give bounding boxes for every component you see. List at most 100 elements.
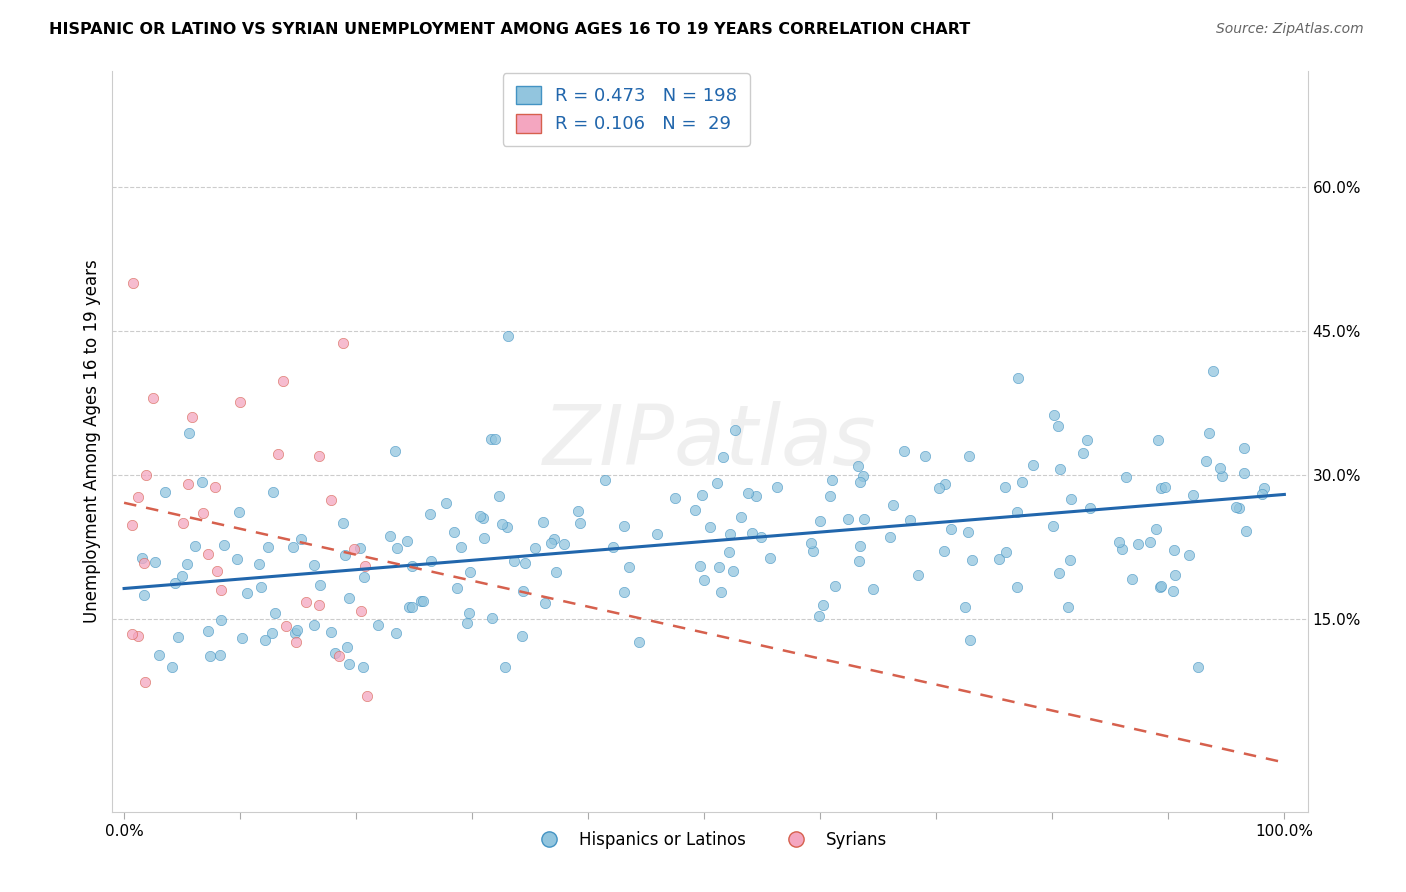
Point xyxy=(710,585,733,599)
Point xyxy=(1227,500,1250,515)
Point xyxy=(319,492,342,507)
Point xyxy=(907,568,929,582)
Point xyxy=(824,579,846,593)
Point xyxy=(419,507,441,521)
Point xyxy=(328,648,350,663)
Point xyxy=(846,458,869,473)
Point xyxy=(225,552,247,566)
Point xyxy=(1056,599,1078,614)
Point xyxy=(323,646,346,660)
Point xyxy=(543,533,565,547)
Point xyxy=(1233,466,1256,480)
Point xyxy=(962,553,984,567)
Point xyxy=(1202,364,1225,378)
Point xyxy=(1078,500,1101,515)
Point xyxy=(1144,522,1167,536)
Point xyxy=(512,583,534,598)
Point xyxy=(135,467,157,482)
Point xyxy=(183,539,205,553)
Point xyxy=(613,584,636,599)
Point xyxy=(472,531,495,545)
Point xyxy=(1108,534,1130,549)
Point xyxy=(398,599,420,614)
Point xyxy=(257,540,280,554)
Point xyxy=(142,391,165,405)
Point xyxy=(205,564,228,578)
Point xyxy=(1115,470,1137,484)
Point xyxy=(143,555,166,569)
Point xyxy=(1047,419,1070,434)
Point xyxy=(745,489,768,503)
Point xyxy=(332,516,354,530)
Point xyxy=(1042,519,1064,533)
Point xyxy=(602,541,624,555)
Point xyxy=(730,510,752,524)
Point xyxy=(337,657,360,671)
Point xyxy=(122,276,145,290)
Point xyxy=(308,449,330,463)
Point xyxy=(127,629,149,643)
Point xyxy=(172,516,194,530)
Point xyxy=(1121,572,1143,586)
Point xyxy=(706,476,728,491)
Point xyxy=(1233,441,1256,455)
Point xyxy=(689,558,711,573)
Point xyxy=(250,580,273,594)
Point xyxy=(1007,371,1029,385)
Point xyxy=(1198,426,1220,441)
Point xyxy=(209,613,232,627)
Point xyxy=(749,530,772,544)
Point xyxy=(808,609,831,624)
Text: ZIPatlas: ZIPatlas xyxy=(543,401,877,482)
Point xyxy=(593,473,616,487)
Point xyxy=(613,518,636,533)
Point xyxy=(295,595,318,609)
Point xyxy=(290,533,312,547)
Point xyxy=(153,485,176,500)
Point xyxy=(401,599,423,614)
Point xyxy=(540,536,562,550)
Point xyxy=(236,586,259,600)
Point xyxy=(1005,580,1028,594)
Point xyxy=(510,629,533,643)
Point xyxy=(553,537,575,551)
Point xyxy=(356,690,378,704)
Point xyxy=(172,568,194,582)
Point xyxy=(134,556,156,570)
Point xyxy=(709,560,731,574)
Point xyxy=(378,529,401,543)
Point xyxy=(319,624,342,639)
Point xyxy=(121,517,143,532)
Point xyxy=(309,578,332,592)
Point xyxy=(957,449,980,463)
Point xyxy=(337,591,360,605)
Point xyxy=(127,490,149,504)
Point xyxy=(197,547,219,561)
Legend: Hispanics or Latinos, Syrians: Hispanics or Latinos, Syrians xyxy=(526,824,894,855)
Point xyxy=(281,541,304,555)
Point xyxy=(228,505,250,519)
Point xyxy=(434,496,457,510)
Point xyxy=(166,630,188,644)
Point xyxy=(160,660,183,674)
Point xyxy=(699,519,721,533)
Point xyxy=(443,524,465,539)
Point xyxy=(1111,542,1133,557)
Point xyxy=(302,558,325,573)
Point xyxy=(134,674,156,689)
Point xyxy=(231,631,253,645)
Point xyxy=(879,530,901,544)
Point xyxy=(267,446,290,460)
Point xyxy=(385,541,408,556)
Point xyxy=(934,476,956,491)
Point xyxy=(385,626,408,640)
Point xyxy=(446,581,468,595)
Text: Source: ZipAtlas.com: Source: ZipAtlas.com xyxy=(1216,22,1364,37)
Point xyxy=(229,395,252,409)
Point xyxy=(472,510,495,524)
Point xyxy=(496,328,519,343)
Point xyxy=(1181,488,1204,502)
Point xyxy=(1163,543,1185,558)
Point xyxy=(721,564,744,578)
Point xyxy=(1011,475,1033,489)
